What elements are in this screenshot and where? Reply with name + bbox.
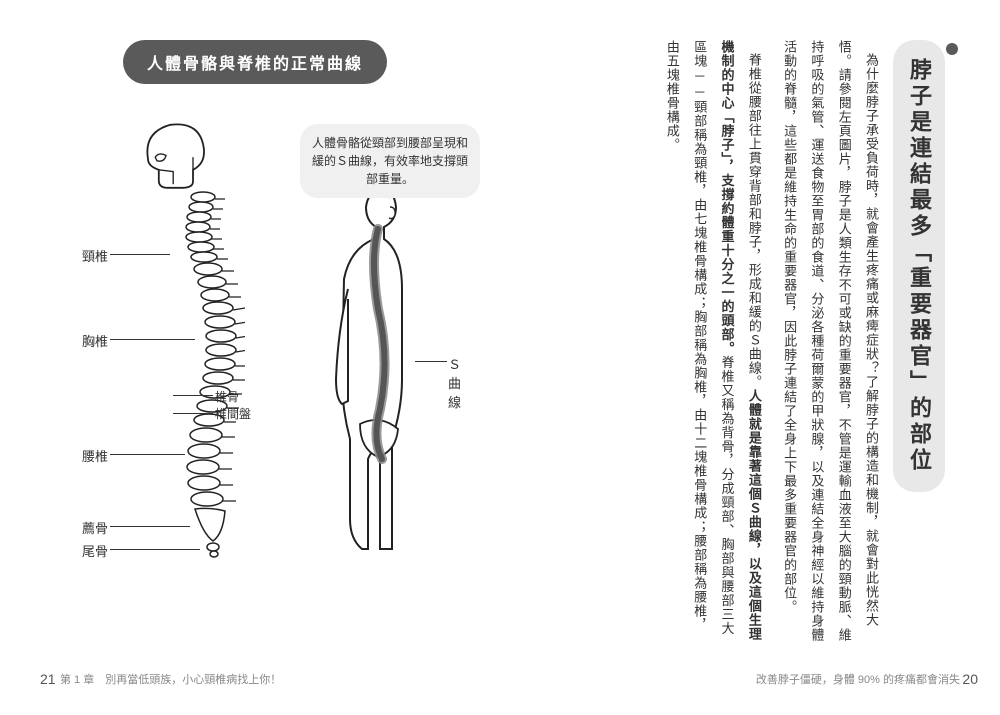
para1: 為什麼脖子承受負荷時，就會產生疼痛或麻痺症狀？了解脖子的構造和機制，就會對此恍然… bbox=[776, 40, 885, 645]
label-s-curve: Ｓ曲線 bbox=[448, 354, 470, 411]
title-seg-c: 的部位 bbox=[907, 396, 932, 474]
body-text: 為什麼脖子承受負荷時，就會產生疼痛或麻痺症狀？了解脖子的構造和機制，就會對此恍然… bbox=[525, 40, 885, 645]
left-footer: 第 1 章 別再當低頭族，小心頸椎病找上你！ bbox=[60, 671, 281, 687]
spine-illustration: 頸椎 胸椎 腰椎 薦骨 尾骨 椎骨 椎間盤 bbox=[80, 114, 300, 574]
diagram-area: 頸椎 胸椎 腰椎 薦骨 尾骨 椎骨 椎間盤 bbox=[40, 104, 470, 584]
diagram-title: 人體骨骼與脊椎的正常曲線 bbox=[123, 40, 387, 84]
title-seg-a: 脖子是連結最多 bbox=[907, 58, 932, 240]
label-cervical: 頸椎 bbox=[82, 246, 108, 265]
section-title-box: 脖子是連結最多「重要器官」的部位 bbox=[893, 40, 945, 492]
right-footer: 改善脖子僵硬，身體 90% 的疼痛都會消失 bbox=[756, 671, 960, 687]
spine-labels: 頸椎 胸椎 腰椎 薦骨 尾骨 bbox=[80, 114, 300, 574]
p2b: 脊椎又稱為背骨，分 bbox=[720, 356, 735, 482]
annotation-vertebra: 椎骨 椎間盤 bbox=[215, 389, 290, 423]
page-number-right: 20 bbox=[962, 671, 978, 687]
p2a: 脊椎從腰部往上貫穿背部和脖子，形成和緩的Ｓ曲線。 bbox=[747, 53, 762, 389]
label-disc: 椎間盤 bbox=[215, 407, 251, 421]
body-silhouette: 人體骨骼從頸部到腰部呈現和緩的Ｓ曲線，有效率地支撐頭部重量。 Ｓ曲線 bbox=[320, 179, 470, 559]
right-page: 脖子是連結最多「重要器官」的部位 為什麼脖子承受負荷時，就會產生疼痛或麻痺症狀？… bbox=[500, 0, 1000, 715]
label-lumbar: 腰椎 bbox=[82, 446, 108, 465]
p2ba: 人體就是靠著這個Ｓ曲線， bbox=[747, 389, 762, 557]
label-thoracic: 胸椎 bbox=[82, 331, 108, 350]
speech-bubble: 人體骨骼從頸部到腰部呈現和緩的Ｓ曲線，有效率地支撐頭部重量。 bbox=[300, 124, 480, 198]
section-bullet-icon bbox=[946, 43, 958, 55]
label-coccyx: 尾骨 bbox=[82, 541, 108, 560]
p1a: 為什麼脖子承受負荷時，就會產生疼痛或麻痺症狀？了解脖子的構造和機制，就 bbox=[864, 53, 879, 543]
left-page: 人體骨骼與脊椎的正常曲線 bbox=[0, 0, 500, 715]
para2: 脊椎從腰部往上貫穿背部和脖子，形成和緩的Ｓ曲線。人體就是靠著這個Ｓ曲線，以及這個… bbox=[659, 40, 768, 645]
s-curve-leader bbox=[415, 361, 447, 362]
p1e: 官，因此脖子連結了全身上下最多重要器官的部位。 bbox=[782, 292, 797, 614]
section-title: 脖子是連結最多「重要器官」的部位 bbox=[907, 58, 932, 474]
title-seg-b: 「重要器官」 bbox=[907, 240, 932, 396]
label-sacrum: 薦骨 bbox=[82, 518, 108, 537]
label-vertebra: 椎骨 bbox=[215, 390, 239, 404]
page-number-left: 21 bbox=[40, 671, 56, 687]
